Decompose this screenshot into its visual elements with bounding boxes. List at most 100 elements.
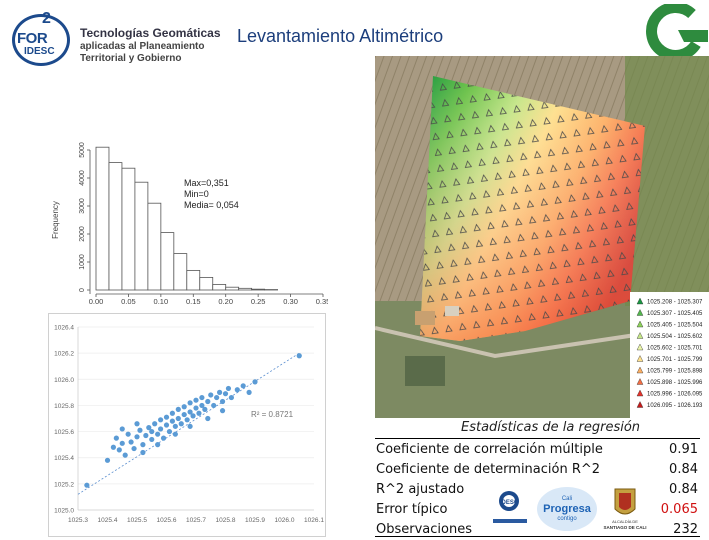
- scatter-point: [235, 387, 240, 392]
- hist-bar: [187, 270, 200, 290]
- hist-bar: [213, 284, 226, 290]
- hist-xtick-label: 0.10: [154, 297, 169, 306]
- scatter-point: [170, 419, 175, 424]
- scatter-xtick-label: 1025.8: [216, 517, 236, 524]
- regression-label: Coeficiente de determinación R^2: [376, 462, 600, 477]
- scatter-ytick-label: 1025.6: [54, 429, 74, 436]
- scatter-point: [155, 432, 160, 437]
- scatter-point: [161, 436, 166, 441]
- hist-xtick-label: 0.25: [251, 297, 266, 306]
- legend-label: 1025.307 - 1025.405: [647, 311, 703, 317]
- hist-bar: [252, 289, 265, 290]
- scatter-point: [205, 399, 210, 404]
- scatter-point: [155, 442, 160, 447]
- logo-for: FOR: [17, 30, 47, 47]
- scatter-point: [176, 416, 181, 421]
- progresa-text: Progresa: [543, 503, 592, 515]
- scatter-point: [164, 415, 169, 420]
- scatter-point: [149, 429, 154, 434]
- scatter-point: [297, 353, 302, 358]
- scatter-xtick-label: 1026.1: [304, 517, 324, 524]
- scatter-xtick-label: 1025.3: [68, 517, 88, 524]
- logo-two: 2: [42, 10, 51, 28]
- scatter-point: [223, 391, 228, 396]
- scatter-point: [176, 407, 181, 412]
- hist-xtick-label: 0.35: [316, 297, 328, 306]
- scatter-ytick-label: 1025.8: [54, 403, 74, 410]
- scatter-point: [193, 398, 198, 403]
- forum-logo: 2 FOR IDESC Tecnologías Geomáticas aplic…: [12, 10, 217, 70]
- scatter-xtick-label: 1025.5: [127, 517, 147, 524]
- hist-bar: [109, 163, 122, 290]
- scatter-point: [179, 421, 184, 426]
- hist-xtick-label: 0.20: [218, 297, 233, 306]
- scatter-xtick-label: 1025.7: [186, 517, 206, 524]
- scatter-point: [173, 424, 178, 429]
- alcaldia-top-text: ALCALDÍA DE: [612, 519, 638, 524]
- scatter-point: [149, 437, 154, 442]
- scatter-point: [84, 483, 89, 488]
- legend-label: 1025.898 - 1025.996: [647, 380, 703, 386]
- scatter-point: [182, 404, 187, 409]
- scatter-point: [202, 407, 207, 412]
- alcaldia-text: SANTIAGO DE CALI: [603, 525, 646, 530]
- progresa-logo: Cali Progresa contigo: [537, 487, 597, 531]
- scatter-point: [188, 424, 193, 429]
- scatter-point: [111, 445, 116, 450]
- hist-ytick-label: 5000: [79, 142, 86, 158]
- hist-ytick-label: 0: [79, 288, 86, 292]
- scatter-ytick-label: 1026.2: [54, 351, 74, 358]
- scatter-ytick-label: 1025.2: [54, 481, 74, 488]
- scatter-point: [196, 411, 201, 416]
- legend-label: 1025.701 - 1025.799: [647, 357, 703, 363]
- scatter-point: [140, 450, 145, 455]
- logo-line-1: Tecnologías Geomáticas: [80, 26, 221, 40]
- scatter-point: [217, 390, 222, 395]
- scatter-point: [247, 390, 252, 395]
- scatter-point: [190, 413, 195, 418]
- scatter-xtick-label: 1025.6: [157, 517, 177, 524]
- legend-label: 1025.996 - 1026.095: [647, 392, 703, 398]
- scatter-point: [229, 395, 234, 400]
- scatter-point: [173, 432, 178, 437]
- scatter-xtick-label: 1025.9: [245, 517, 265, 524]
- regression-value: 0.84: [669, 462, 698, 477]
- regression-label: Coeficiente de correlación múltiple: [376, 442, 603, 457]
- hist-bar: [174, 254, 187, 290]
- scatter-point: [214, 395, 219, 400]
- hist-bar: [161, 233, 174, 290]
- regression-label: Error típico: [376, 502, 448, 517]
- legend-label: 1025.405 - 1025.504: [647, 323, 703, 329]
- scatter-point: [140, 442, 145, 447]
- scatter-point: [137, 428, 142, 433]
- scatter-point: [220, 399, 225, 404]
- logo-line-2: aplicadas al Planeamiento: [80, 41, 205, 52]
- alcaldia-logo: ALCALDÍA DE SANTIAGO DE CALI: [603, 489, 646, 530]
- scatter-point: [134, 421, 139, 426]
- hist-bar: [122, 168, 135, 290]
- table-top-rule: [375, 438, 700, 439]
- progresa-bottom-text: contigo: [557, 516, 577, 522]
- scatter-point: [120, 426, 125, 431]
- hist-ytick-label: 4000: [79, 170, 86, 186]
- scatter-point: [205, 416, 210, 421]
- histogram-stats: Max=0,351 Min=0 Media= 0,054: [184, 178, 239, 211]
- regression-row: Coeficiente de determinación R^2 0.84: [375, 460, 700, 480]
- stat-min: Min=0: [184, 189, 239, 200]
- hist-xtick-label: 0.05: [121, 297, 136, 306]
- scatter-point: [152, 421, 157, 426]
- scatter-point: [114, 436, 119, 441]
- regression-value: 0.065: [661, 502, 698, 517]
- scatter-r2-annotation: R² = 0.8721: [251, 410, 294, 419]
- regression-value: 232: [673, 522, 698, 537]
- scatter-point: [170, 411, 175, 416]
- histogram-ylabel: Frequency: [51, 201, 60, 239]
- scatter-point: [226, 386, 231, 391]
- legend-label: 1026.095 - 1026.193: [647, 403, 703, 409]
- scatter-point: [117, 447, 122, 452]
- regression-label: Observaciones: [376, 522, 472, 537]
- scatter-xtick-label: 1025.4: [98, 517, 118, 524]
- scatter-point: [158, 426, 163, 431]
